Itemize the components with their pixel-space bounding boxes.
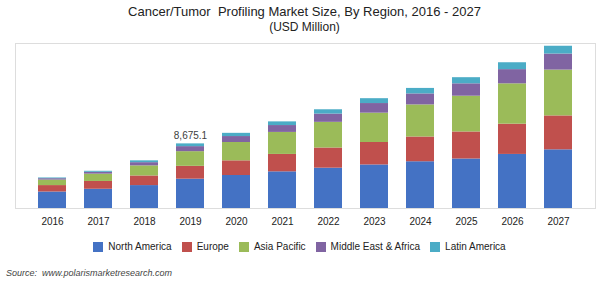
html-text:Latin America: Latin America <box>445 241 506 252</box>
svg-text:2027: 2027 <box>547 216 570 227</box>
svg-text:2016: 2016 <box>41 216 64 227</box>
html-text:Cancer/Tumor Profiling Market: Cancer/Tumor Profiling Market Size, By R… <box>128 4 481 19</box>
html-text:Europe: Europe <box>196 241 229 252</box>
html-text:Middle East & Africa: Middle East & Africa <box>330 241 421 252</box>
html-text:Asia Pacific: Asia Pacific <box>253 241 306 252</box>
svg-text:2017: 2017 <box>87 216 110 227</box>
svg-text:2023: 2023 <box>363 216 386 227</box>
svg-text:2018: 2018 <box>133 216 156 227</box>
svg-text:2022: 2022 <box>317 216 340 227</box>
svg-text:2025: 2025 <box>455 216 478 227</box>
svg-text:8,675.1: 8,675.1 <box>173 130 207 141</box>
html-text:North America: North America <box>108 241 172 252</box>
svg-text:2024: 2024 <box>409 216 432 227</box>
svg-text:2026: 2026 <box>501 216 524 227</box>
html-text:Source: www.polarismarketresea: Source: www.polarismarketresearch.com <box>6 268 173 278</box>
svg-text:2021: 2021 <box>271 216 294 227</box>
html-text:(USD Million): (USD Million) <box>269 20 340 34</box>
svg-text:2019: 2019 <box>179 216 202 227</box>
svg-text:2020: 2020 <box>225 216 248 227</box>
